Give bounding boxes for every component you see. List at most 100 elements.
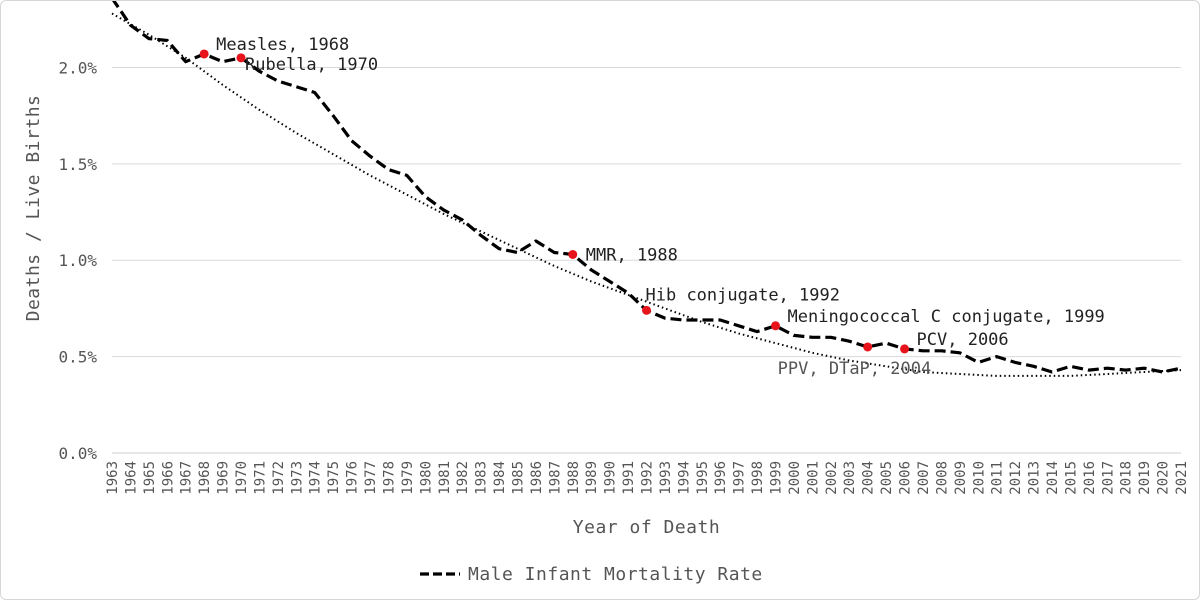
series-point [626,291,630,295]
y-tick-label: 1.5% [58,155,97,174]
x-tick-label: 2019 [1137,461,1153,495]
x-tick-label: 1986 [529,461,545,495]
x-tick-label: 2009 [953,461,969,495]
series-point [294,85,298,89]
x-tick-label: 1987 [547,461,563,495]
series-point [847,339,851,343]
series-point [460,218,464,222]
series-point [405,173,409,177]
series-point [313,91,317,95]
y-tick-label: 1.0% [58,251,97,270]
series-point [792,333,796,337]
annotation-label: PPV, DTaP, 2004 [778,359,932,379]
series-point [552,251,556,255]
x-tick-label: 2012 [1008,461,1024,495]
x-tick-label: 1963 [105,461,121,495]
annotation-marker [771,321,781,331]
x-tick-label: 1989 [584,461,600,495]
x-tick-label: 2020 [1156,461,1172,495]
annotation-label: Hib conjugate, 1992 [646,285,840,305]
x-tick-label: 1973 [289,461,305,495]
x-tick-label: 2008 [934,461,950,495]
series-point [608,279,612,283]
series-point [368,154,372,158]
series-point [165,38,169,42]
x-tick-label: 1978 [381,461,397,495]
x-tick-label: 1997 [732,461,748,495]
x-tick-label: 1995 [695,461,711,495]
series-point [589,268,593,272]
x-tick-label: 2013 [1027,461,1043,495]
x-tick-label: 2001 [805,461,821,495]
x-tick-label: 2015 [1063,461,1079,495]
x-tick-label: 2014 [1045,461,1061,495]
x-tick-label: 1977 [363,461,379,495]
x-tick-label: 2006 [898,461,914,495]
annotation-marker [568,249,578,259]
x-tick-label: 1982 [455,461,471,495]
x-tick-label: 1985 [510,461,526,495]
x-tick-label: 2007 [916,461,932,495]
x-tick-label: 2011 [990,461,1006,495]
series-point [1068,364,1072,368]
x-tick-label: 1994 [676,461,692,495]
series-point [184,60,188,64]
x-tick-label: 2003 [842,461,858,495]
series-point [1087,368,1091,372]
y-axis-title: Deaths / Live Births [23,95,44,322]
x-tick-label: 1969 [216,461,232,495]
x-tick-label: 1992 [640,461,656,495]
x-tick-label: 2017 [1100,461,1116,495]
y-tick-label: 2.0% [58,58,97,77]
x-tick-label: 1975 [326,461,342,495]
x-tick-label: 1984 [492,461,508,495]
x-tick-label: 2021 [1174,461,1190,495]
series-point [350,139,354,143]
annotation-marker [863,342,873,352]
x-tick-label: 1980 [418,461,434,495]
series-point [534,239,538,243]
x-tick-label: 1967 [179,461,195,495]
x-tick-label: 1990 [603,461,619,495]
series-point [829,335,833,339]
annotation-marker [900,344,910,354]
x-tick-label: 2018 [1119,461,1135,495]
x-tick-label: 1968 [197,461,213,495]
series-point [147,37,151,41]
x-axis-ticks: 1963 1964 1965 1966 1967 1968 1969 1970 1971 1972… [105,461,1190,495]
x-tick-label: 1998 [750,461,766,495]
series-point [1013,360,1017,364]
annotation-label: Meningococcal C conjugate, 1999 [788,307,1105,327]
trendline-dotted [111,12,1182,377]
series-point [718,318,722,322]
y-tick-label: 0.5% [58,348,97,367]
annotation-label: MMR, 1988 [586,245,678,265]
annotation-label: PCV, 2006 [917,330,1009,350]
series-point [737,324,741,328]
x-tick-label: 1996 [713,461,729,495]
series-point [976,360,980,364]
series-point [128,23,132,27]
x-axis-title: Year of Death [573,517,720,538]
annotation-label: Measles, 1968 [216,35,349,55]
series-point [958,351,962,355]
x-tick-label: 2016 [1082,461,1098,495]
series-point [276,79,280,83]
x-tick-label: 1971 [252,461,268,495]
series-point [423,195,427,199]
series-point [663,316,667,320]
y-tick-label: 0.0% [58,444,97,463]
series-point [1105,366,1109,370]
legend-label: Male Infant Mortality Rate [468,564,763,585]
annotation-marker [642,305,651,315]
x-tick-label: 1981 [437,461,453,495]
series-point [884,341,888,345]
x-tick-label: 2004 [861,461,877,495]
x-tick-label: 2002 [824,461,840,495]
x-tick-label: 1970 [234,461,250,495]
series-point [386,168,390,172]
annotation-label: Rubella, 1970 [245,55,378,75]
series-point [1032,364,1036,368]
